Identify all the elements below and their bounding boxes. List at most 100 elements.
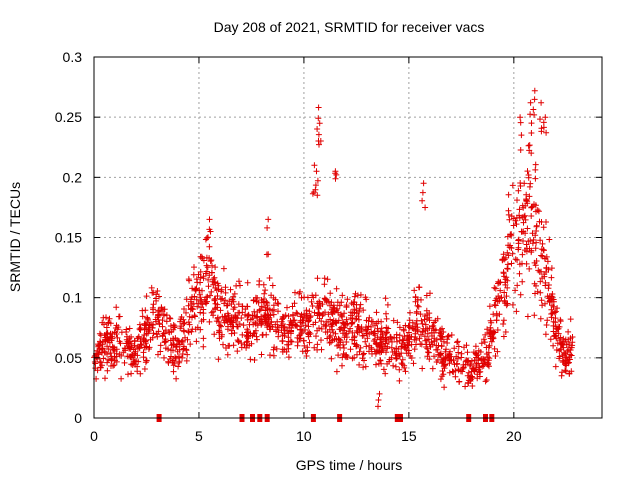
data-point [313, 333, 319, 340]
data-point [315, 115, 322, 122]
data-point [156, 321, 163, 328]
data-point [411, 346, 418, 353]
data-point [197, 298, 204, 304]
data-point [357, 344, 364, 351]
data-points [91, 87, 576, 410]
data-point [141, 344, 148, 351]
data-point [305, 333, 312, 340]
data-point [555, 330, 562, 337]
data-point [410, 325, 417, 332]
data-point [209, 269, 215, 276]
data-point [483, 351, 490, 357]
data-point [448, 332, 455, 338]
data-point [231, 304, 238, 311]
data-point [248, 340, 255, 347]
data-point [500, 321, 507, 327]
data-point [97, 339, 104, 346]
data-point [543, 322, 550, 328]
data-point [193, 338, 200, 345]
data-point [139, 307, 146, 314]
data-point [147, 336, 154, 343]
data-point [359, 355, 366, 362]
data-point [181, 306, 187, 312]
data-point [398, 350, 405, 357]
data-point [354, 351, 360, 358]
data-point [524, 198, 531, 205]
data-point [256, 281, 263, 288]
data-point [187, 341, 194, 348]
data-point [423, 341, 430, 348]
data-point [297, 319, 304, 326]
data-point [159, 333, 166, 340]
data-point [312, 186, 319, 193]
data-point [305, 330, 311, 337]
data-point [225, 314, 232, 321]
data-point [396, 377, 403, 384]
data-point [360, 307, 367, 314]
data-point [401, 333, 408, 340]
data-point [416, 335, 423, 342]
data-point [194, 279, 201, 286]
data-point [162, 336, 169, 343]
data-point [209, 262, 215, 269]
data-point [542, 114, 549, 121]
data-point [377, 357, 384, 364]
data-point [114, 334, 121, 341]
data-point [360, 351, 367, 358]
data-point [253, 313, 260, 320]
data-point [567, 316, 574, 323]
data-point [473, 351, 480, 358]
data-point [141, 320, 148, 327]
data-point [102, 375, 108, 382]
data-point [351, 334, 358, 341]
data-point [304, 294, 311, 301]
data-point [417, 311, 424, 318]
data-point [311, 162, 318, 169]
data-point [543, 129, 550, 136]
data-point [262, 304, 269, 311]
data-point [481, 339, 488, 346]
data-point [190, 271, 197, 278]
data-point [198, 318, 205, 325]
data-point [234, 315, 241, 322]
data-point [175, 363, 182, 370]
data-point [236, 278, 242, 285]
data-point [257, 306, 264, 313]
data-point [175, 337, 182, 344]
data-point [231, 290, 238, 297]
data-point [531, 259, 538, 266]
data-point [206, 318, 213, 325]
data-point [365, 318, 372, 324]
data-point [432, 327, 439, 334]
data-point [244, 342, 251, 348]
data-point [401, 364, 408, 371]
data-point [421, 333, 428, 340]
data-point [546, 298, 553, 305]
data-point [424, 316, 430, 322]
data-point [321, 296, 328, 302]
data-point [462, 383, 469, 390]
data-point [101, 321, 107, 328]
data-point [368, 323, 374, 330]
data-point [261, 315, 268, 322]
data-point [208, 288, 215, 295]
data-point [197, 268, 204, 275]
data-point [528, 249, 535, 256]
data-point [210, 281, 217, 288]
data-point [412, 298, 419, 305]
data-point [314, 192, 321, 199]
data-point [505, 252, 512, 259]
data-point [556, 347, 563, 354]
data-point [480, 336, 487, 343]
data-point [222, 297, 229, 304]
data-point [341, 320, 347, 327]
data-point [491, 329, 498, 336]
data-point [307, 313, 314, 319]
data-point [185, 319, 192, 326]
data-point [125, 371, 131, 378]
data-point [415, 303, 422, 310]
data-point [262, 313, 269, 320]
data-point [524, 168, 531, 175]
data-point [339, 319, 346, 326]
data-point [351, 354, 358, 361]
